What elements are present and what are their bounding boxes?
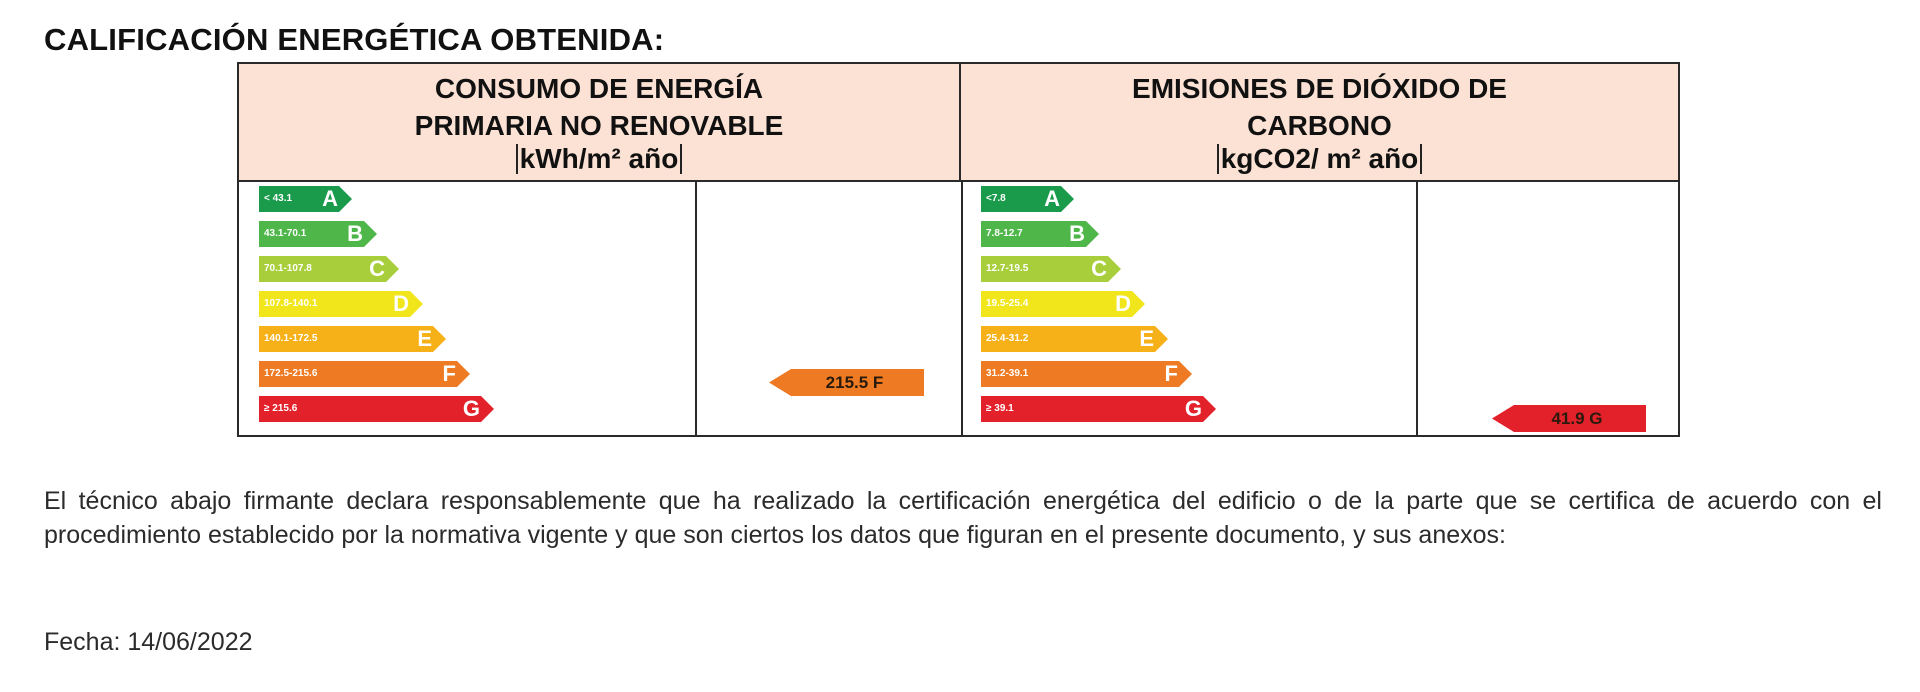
energy-rating-letter: A — [322, 186, 338, 211]
co2-rating-bar-fill — [981, 256, 1121, 282]
co2-rating-bar-b: 7.8-12.7 B — [981, 221, 1099, 247]
energy-rating-bar-fill — [259, 221, 377, 247]
energy-rating-bar-c: 70.1-107.8 C — [259, 256, 399, 282]
energy-header-line1: CONSUMO DE ENERGÍA — [434, 73, 764, 104]
energy-header: CONSUMO DE ENERGÍA PRIMARIA NO RENOVABLE… — [239, 64, 961, 182]
co2-rating-bar-e: 25.4-31.2 E — [981, 326, 1168, 352]
energy-rating-range: < 43.1 — [264, 193, 293, 204]
co2-rating-bar-c: 12.7-19.5 C — [981, 256, 1121, 282]
energy-result-arrow — [769, 369, 924, 396]
co2-rating-letter: F — [1164, 361, 1178, 386]
energy-rating-bar-fill — [259, 396, 494, 422]
energy-rating-letter: G — [462, 396, 480, 421]
energy-rating-bar-fill — [259, 326, 446, 352]
energy-rating-letter: B — [347, 221, 363, 246]
co2-rating-range: <7.8 — [986, 193, 1006, 204]
energy-rating-range: 107.8-140.1 — [264, 298, 318, 309]
co2-column-divider — [1416, 182, 1418, 435]
energy-rating-bar-a: < 43.1 A — [259, 186, 352, 212]
co2-rating-range: 31.2-39.1 — [986, 368, 1029, 379]
energy-header-line2: PRIMARIA NO RENOVABLE — [414, 110, 784, 141]
co2-rating-letter: A — [1044, 186, 1060, 211]
co2-result-label: 41.9 G — [1551, 409, 1603, 428]
co2-header-line2: CARBONO — [1247, 110, 1392, 141]
energy-rating-bar-fill — [259, 361, 470, 387]
co2-rating-range: 19.5-25.4 — [986, 298, 1029, 309]
co2-rating-bar-fill — [981, 361, 1192, 387]
co2-rating-letter: D — [1115, 291, 1131, 316]
co2-header: EMISIONES DE DIÓXIDO DE CARBONO kgCO2/ m… — [961, 64, 1678, 182]
energy-rating-bar-fill — [259, 291, 423, 317]
co2-rating-range: 25.4-31.2 — [986, 333, 1029, 344]
co2-rating-bar-d: 19.5-25.4 D — [981, 291, 1145, 317]
rating-table: CONSUMO DE ENERGÍA PRIMARIA NO RENOVABLE… — [237, 62, 1680, 437]
co2-rating-letter: E — [1139, 326, 1154, 351]
energy-rating-range: 43.1-70.1 — [264, 228, 307, 239]
co2-rating-letter: C — [1091, 256, 1107, 281]
energy-rating-range: 140.1-172.5 — [264, 333, 318, 344]
energy-rating-bar-g: ≥ 215.6 G — [259, 396, 494, 422]
co2-rating-range: 7.8-12.7 — [986, 228, 1023, 239]
energy-rating-letter: E — [417, 326, 432, 351]
declaration-text: El técnico abajo firmante declara respon… — [44, 487, 1882, 549]
page-title: CALIFICACIÓN ENERGÉTICA OBTENIDA: — [44, 22, 665, 57]
co2-rating-bar-fill — [981, 326, 1168, 352]
energy-rating-bar-fill — [259, 256, 399, 282]
energy-rating-bar-f: 172.5-215.6 F — [259, 361, 470, 387]
energy-rating-bar-b: 43.1-70.1 B — [259, 221, 377, 247]
co2-rating-letter: B — [1069, 221, 1085, 246]
energy-rating-range: 70.1-107.8 — [264, 263, 312, 274]
energy-rating-letter: D — [393, 291, 409, 316]
section-divider — [961, 182, 963, 435]
energy-column-divider — [695, 182, 697, 435]
energy-result-indicator: 215.5 F — [769, 369, 924, 396]
co2-rating-range: 12.7-19.5 — [986, 263, 1029, 274]
co2-result-arrow — [1492, 405, 1646, 432]
co2-unit: kgCO2/ m² año — [1216, 144, 1423, 174]
date-label: Fecha: 14/06/2022 — [44, 628, 253, 656]
co2-rating-bar-f: 31.2-39.1 F — [981, 361, 1192, 387]
energy-rating-bar-e: 140.1-172.5 E — [259, 326, 446, 352]
energy-rating-bar-d: 107.8-140.1 D — [259, 291, 423, 317]
energy-rating-range: 172.5-215.6 — [264, 368, 318, 379]
energy-rating-letter: F — [442, 361, 456, 386]
co2-rating-bar-fill — [981, 396, 1216, 422]
co2-rating-letter: G — [1184, 396, 1202, 421]
co2-result-indicator: 41.9 G — [1492, 405, 1646, 432]
co2-rating-bar-fill — [981, 291, 1145, 317]
energy-rating-range: ≥ 215.6 — [264, 403, 298, 414]
co2-rating-bar-g: ≥ 39.1 G — [981, 396, 1216, 422]
co2-rating-bar-a: <7.8 A — [981, 186, 1074, 212]
energy-rating-bar-fill — [259, 186, 352, 212]
co2-header-line1: EMISIONES DE DIÓXIDO DE — [1132, 73, 1507, 104]
energy-unit: kWh/m² año — [515, 144, 683, 174]
co2-rating-range: ≥ 39.1 — [986, 403, 1014, 414]
energy-rating-letter: C — [369, 256, 385, 281]
co2-rating-bar-fill — [981, 221, 1099, 247]
energy-result-label: 215.5 F — [825, 373, 884, 392]
co2-rating-bar-fill — [981, 186, 1074, 212]
